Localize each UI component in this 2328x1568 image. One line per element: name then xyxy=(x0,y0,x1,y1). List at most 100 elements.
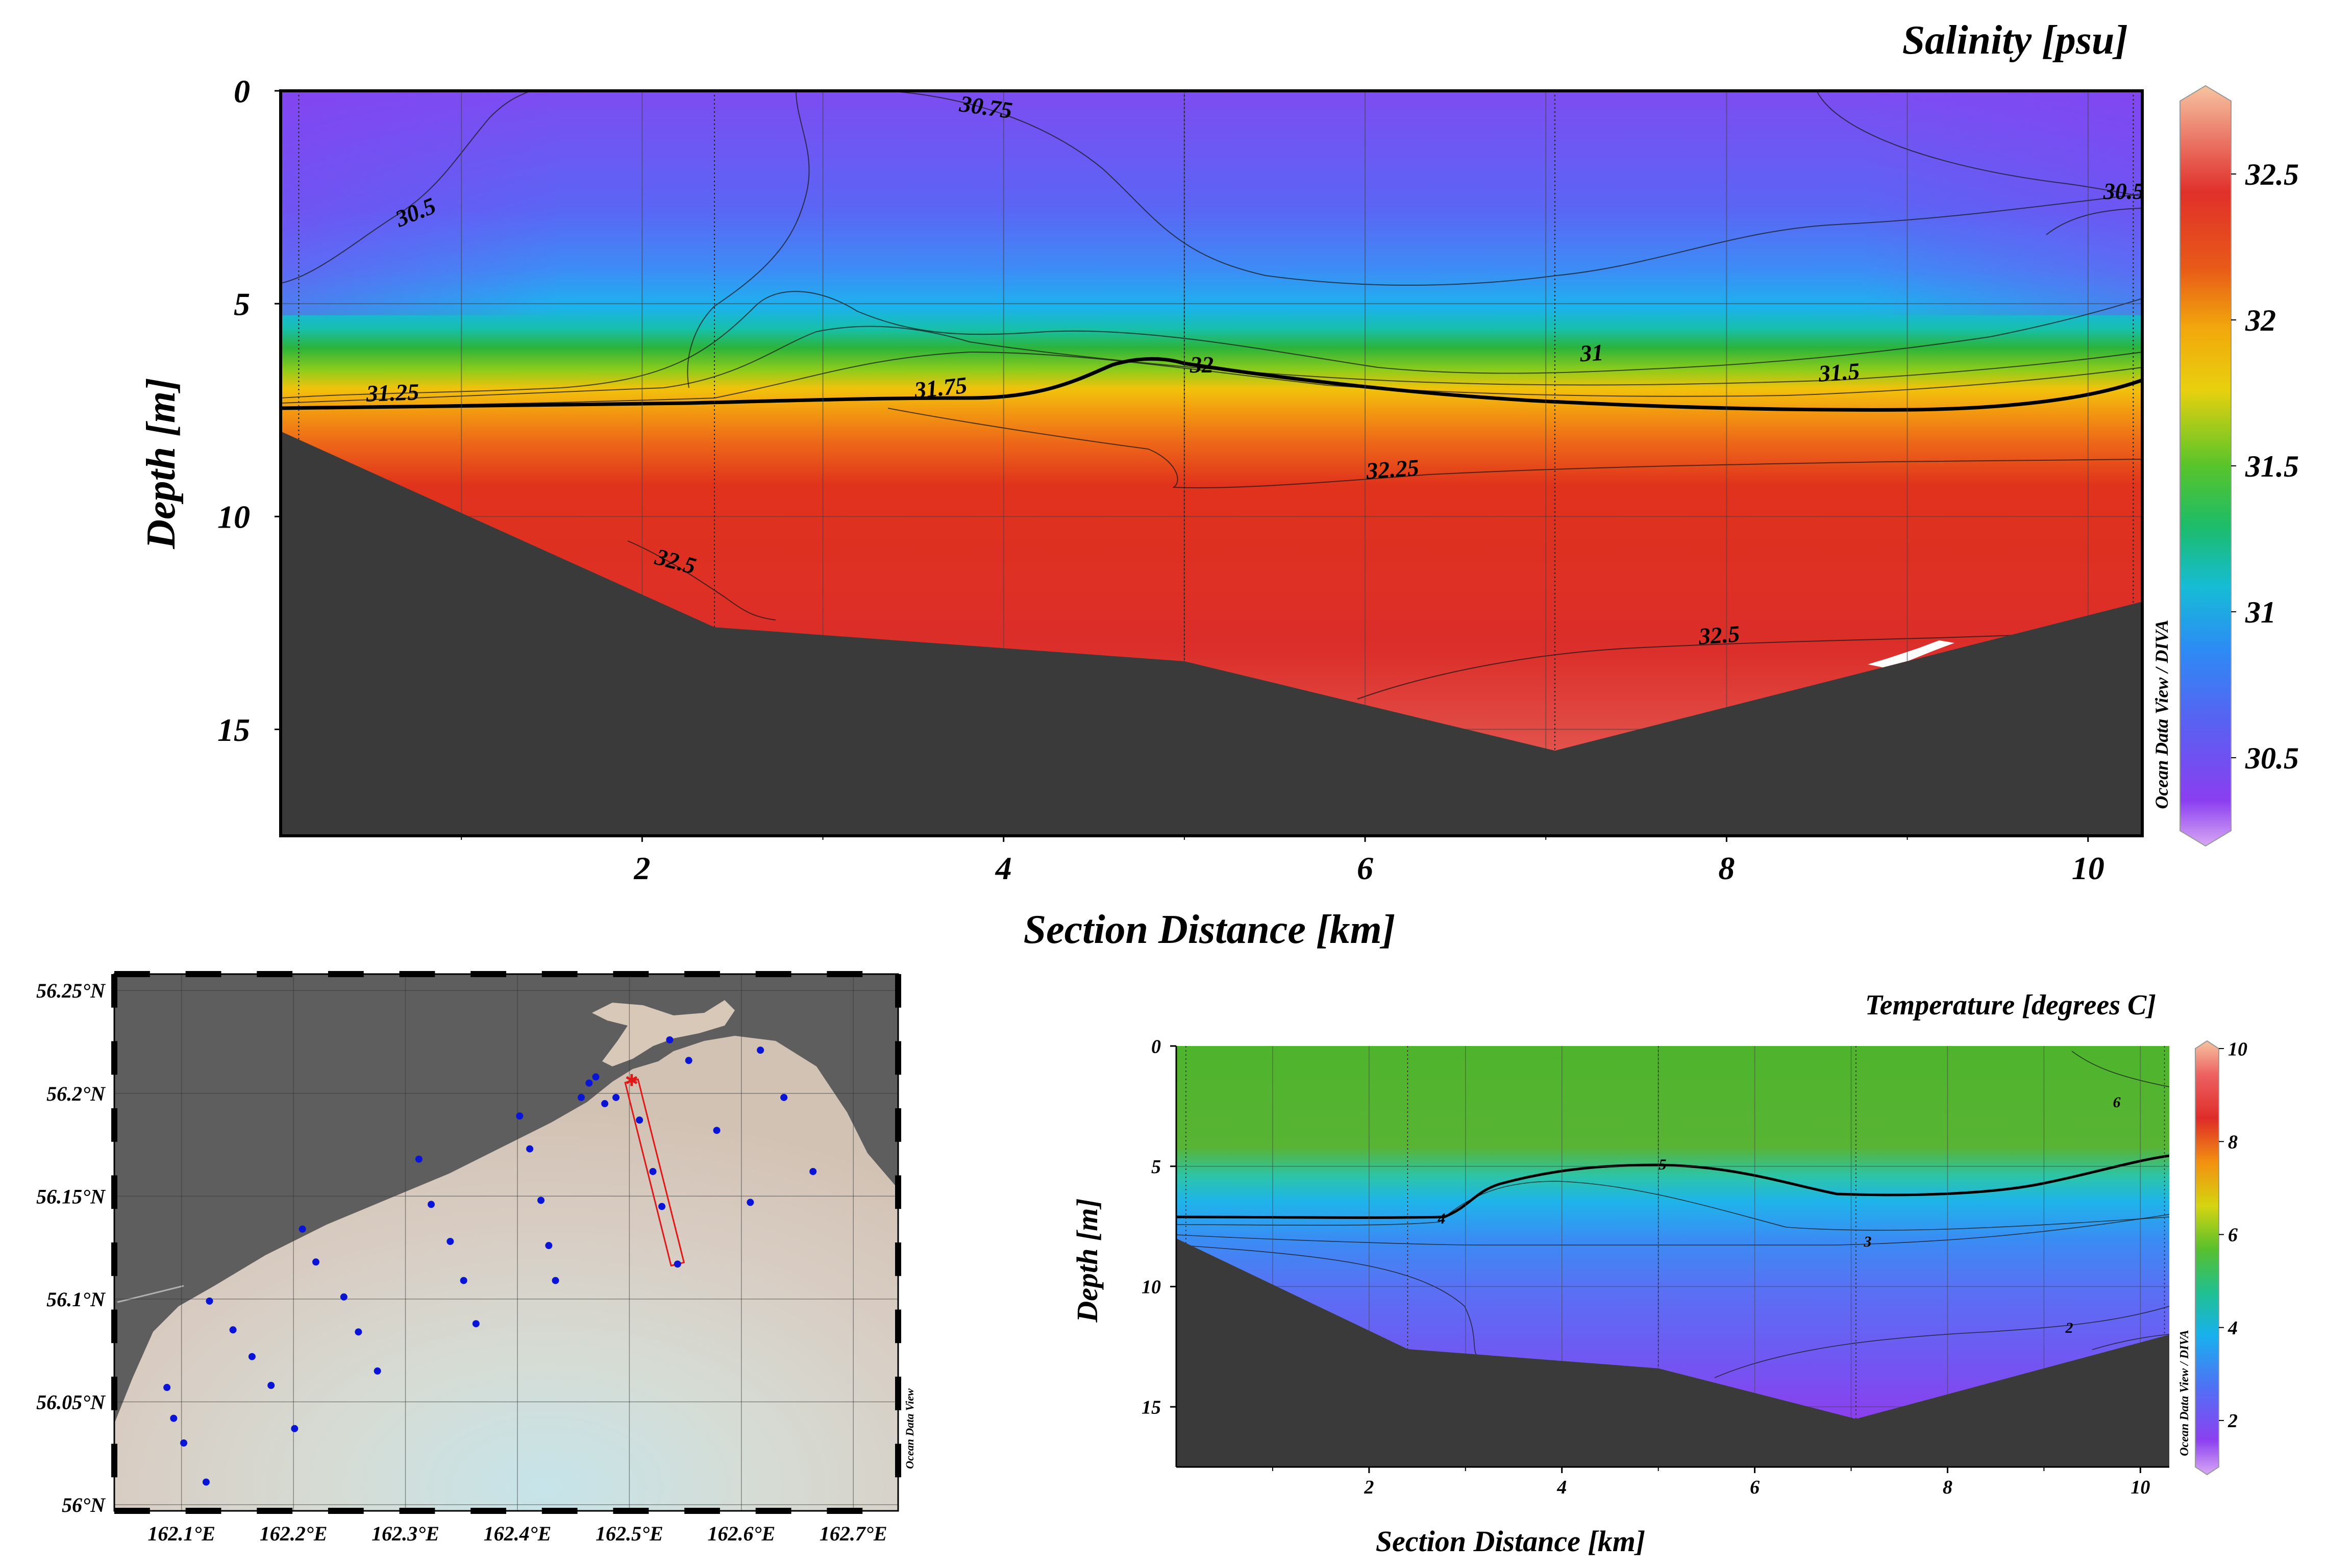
temperature-title: Temperature [degrees C] xyxy=(1865,989,2156,1021)
station-marker xyxy=(248,1353,256,1360)
y-tick-label: 15 xyxy=(1142,1397,1161,1418)
salinity-colorbar-bar xyxy=(2180,85,2232,847)
contour-label: 31.5 xyxy=(1817,358,1861,387)
contour-line xyxy=(2046,208,2142,235)
station-marker xyxy=(747,1199,754,1206)
x-tick-label: 6 xyxy=(1357,850,1373,886)
station-marker xyxy=(578,1093,585,1101)
lon-tick-label: 162.4°E xyxy=(484,1522,552,1545)
station-marker xyxy=(658,1203,666,1210)
contour-label: 6 xyxy=(2113,1094,2121,1111)
contour-label: 31.25 xyxy=(365,379,419,407)
station-marker xyxy=(666,1036,674,1043)
contour-label: 3 xyxy=(1864,1233,1872,1250)
temperature-seafloor xyxy=(1176,1238,2169,1467)
station-marker xyxy=(585,1079,593,1087)
contour-line xyxy=(2092,1334,2169,1350)
frame-segment xyxy=(111,1108,117,1142)
colorbar-label: 32 xyxy=(2245,304,2276,337)
station-marker xyxy=(601,1100,609,1107)
station-marker xyxy=(636,1116,643,1124)
salinity-watermark: Ocean Data View / DIVA xyxy=(2151,619,2172,809)
station-marker xyxy=(780,1093,788,1101)
station-marker xyxy=(809,1167,817,1175)
frame-segment xyxy=(111,1309,117,1343)
frame-segment xyxy=(827,971,863,977)
x-tick-label: 10 xyxy=(2072,850,2104,886)
frame-segment xyxy=(470,971,506,977)
frame-segment xyxy=(111,1443,117,1478)
lon-tick-label: 162.2°E xyxy=(260,1522,328,1545)
station-marker xyxy=(447,1237,454,1245)
data-gap-patch xyxy=(1868,640,1954,667)
map-river xyxy=(592,1000,735,1066)
frame-segment xyxy=(399,1508,435,1514)
frame-segment xyxy=(111,1377,117,1410)
station-marker xyxy=(649,1167,657,1175)
lat-tick-label: 56°N xyxy=(62,1494,106,1516)
contour-line-bold xyxy=(1176,1154,2169,1219)
frame-segment xyxy=(111,1175,117,1209)
contour-line xyxy=(1714,1306,2169,1378)
salinity-colorbar-ticks: 32.5 32 31.5 31 30.5 xyxy=(2231,158,2299,775)
frame-segment xyxy=(895,1108,901,1142)
colorbar-label: 2 xyxy=(2227,1410,2238,1432)
station-marker xyxy=(202,1478,210,1486)
temperature-plot xyxy=(1176,1046,2169,1467)
station-marker xyxy=(552,1277,559,1284)
temperature-watermark: Ocean Data View / DIVA xyxy=(2178,1330,2191,1456)
section-start-marker: ✱ xyxy=(625,1071,638,1090)
station-map: ✱ 162.1°E 162.2°E 162.3°E 162.4°E 162.5°E 162… xyxy=(36,971,916,1545)
frame-segment xyxy=(895,1309,901,1343)
station-marker xyxy=(674,1260,681,1268)
station-marker xyxy=(170,1414,178,1422)
x-tick-label: 8 xyxy=(1943,1477,1952,1498)
map-watermark: Ocean Data View xyxy=(903,1388,916,1469)
colorbar-label: 10 xyxy=(2228,1038,2247,1060)
frame-segment xyxy=(613,1508,649,1514)
station-marker xyxy=(355,1328,362,1336)
frame-segment xyxy=(399,971,435,977)
contour-label: 2 xyxy=(2065,1320,2073,1336)
lat-tick-label: 56.15°N xyxy=(36,1185,106,1208)
map-water xyxy=(114,1036,898,1511)
station-marker xyxy=(526,1145,534,1153)
station-marker xyxy=(427,1201,435,1208)
salinity-colorbar: 32.5 32 31.5 31 30.5 xyxy=(2180,85,2299,847)
station-marker xyxy=(472,1320,480,1328)
station-marker xyxy=(340,1293,348,1301)
x-tick-label: 6 xyxy=(1750,1477,1760,1498)
contour-label: 32 xyxy=(1190,352,1213,378)
frame-segment xyxy=(541,971,578,977)
lon-tick-label: 162.7°E xyxy=(820,1522,887,1545)
station-marker xyxy=(229,1326,237,1334)
contour-line xyxy=(281,91,531,284)
contour-label: 31 xyxy=(1579,339,1604,366)
salinity-xlabel: Section Distance [km] xyxy=(1024,907,1396,952)
y-tick-label: 0 xyxy=(234,73,250,109)
lon-tick-label: 162.6°E xyxy=(707,1522,775,1545)
contour-line xyxy=(281,326,2142,404)
frame-segment xyxy=(111,1041,117,1075)
lat-tick-label: 56.2°N xyxy=(46,1082,106,1105)
map-stations xyxy=(163,1036,817,1486)
frame-segment xyxy=(684,971,720,977)
y-tick-label: 0 xyxy=(1151,1036,1161,1057)
station-marker xyxy=(299,1225,306,1233)
station-marker xyxy=(415,1155,423,1163)
contour-line xyxy=(1176,1181,2169,1231)
contour-line xyxy=(687,91,810,388)
contour-line-bold xyxy=(281,357,2142,412)
frame-segment xyxy=(257,971,293,977)
frame-segment xyxy=(684,1508,720,1514)
frame-segment xyxy=(613,971,649,977)
colorbar-label: 30.5 xyxy=(2245,741,2299,775)
colorbar-label: 6 xyxy=(2228,1225,2238,1246)
station-marker xyxy=(374,1367,381,1375)
station-marker xyxy=(612,1093,620,1101)
frame-segment xyxy=(111,1242,117,1276)
frame-segment xyxy=(895,1377,901,1410)
lat-tick-label: 56.05°N xyxy=(36,1390,106,1413)
contour-line xyxy=(887,91,2142,286)
